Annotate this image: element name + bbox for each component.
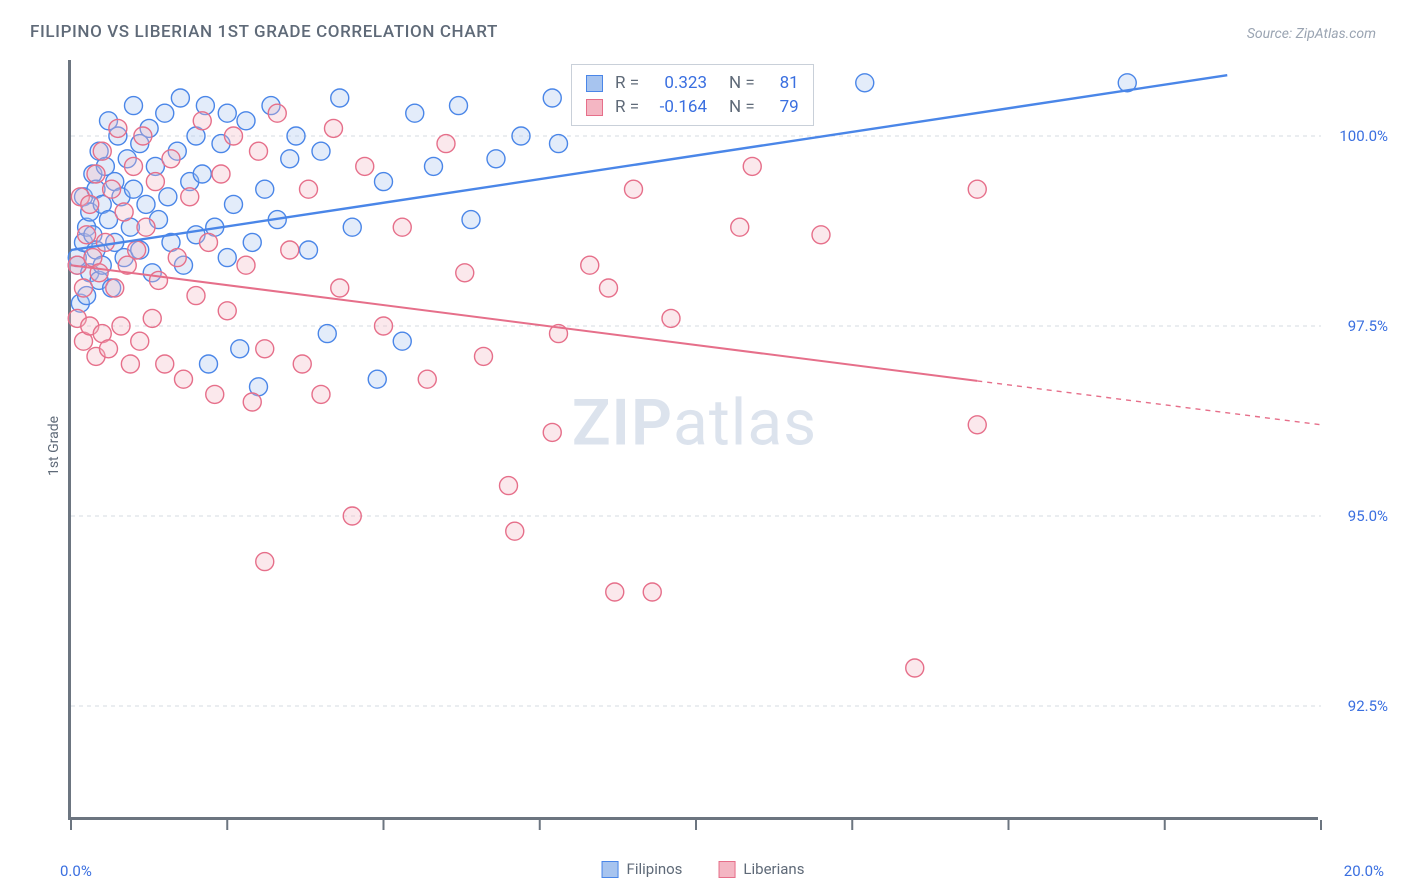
- y-tick-label: 100.0%: [1339, 127, 1388, 145]
- corr-n-value: 81: [767, 73, 799, 93]
- legend-item: Filipinos: [602, 860, 683, 878]
- source-label: Source: ZipAtlas.com: [1247, 26, 1376, 42]
- corr-r-label: R =: [615, 97, 639, 117]
- legend-swatch: [718, 861, 735, 878]
- correlation-box: R = 0.323 N = 81 R = -0.164 N = 79: [571, 64, 814, 126]
- corr-r-label: R =: [615, 73, 639, 93]
- legend: Filipinos Liberians: [602, 860, 805, 878]
- legend-item: Liberians: [718, 860, 804, 878]
- y-tick-label: 95.0%: [1348, 507, 1388, 525]
- correlation-row: R = -0.164 N = 79: [586, 95, 799, 119]
- chart-container: FILIPINO VS LIBERIAN 1ST GRADE CORRELATI…: [0, 0, 1406, 892]
- corr-n-label: N =: [729, 73, 755, 93]
- legend-label: Liberians: [743, 860, 804, 878]
- legend-label: Filipinos: [627, 860, 683, 878]
- corr-swatch: [586, 75, 603, 92]
- plot-area: R =0.323N =81R =-0.164N =79 ZIPatlas: [68, 60, 1318, 820]
- legend-swatch: [602, 861, 619, 878]
- x-tick-start: 0.0%: [60, 862, 92, 880]
- chart-title: FILIPINO VS LIBERIAN 1ST GRADE CORRELATI…: [30, 22, 498, 42]
- corr-n-label: N =: [729, 97, 755, 117]
- scatter-svg: [71, 60, 1321, 820]
- y-tick-label: 97.5%: [1348, 317, 1388, 335]
- corr-n-value: 79: [767, 97, 799, 117]
- corr-r-value: -0.164: [651, 97, 707, 117]
- corr-swatch: [586, 99, 603, 116]
- corr-r-value: 0.323: [651, 73, 707, 93]
- x-tick-end: 20.0%: [1344, 862, 1384, 880]
- y-tick-label: 92.5%: [1348, 697, 1388, 715]
- correlation-row: R = 0.323 N = 81: [586, 71, 799, 95]
- y-axis-label: 1st Grade: [46, 416, 62, 476]
